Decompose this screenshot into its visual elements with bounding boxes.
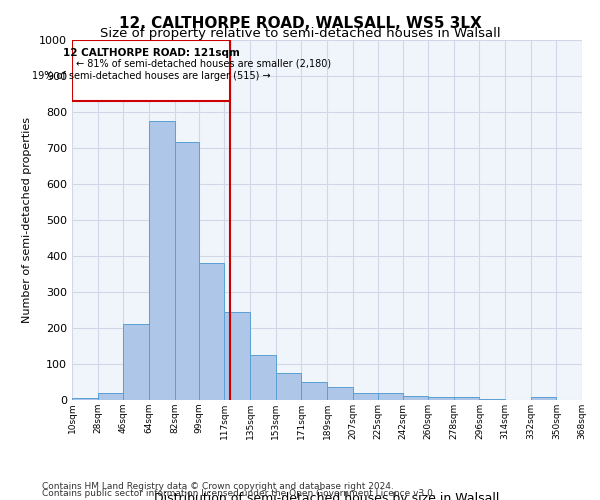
Bar xyxy=(72,40,230,101)
Y-axis label: Number of semi-detached properties: Number of semi-detached properties xyxy=(22,117,32,323)
Bar xyxy=(123,324,149,400)
Bar xyxy=(301,382,327,400)
Bar xyxy=(149,121,175,400)
Bar xyxy=(98,393,123,400)
Bar xyxy=(479,399,505,400)
Text: 12 CALTHORPE ROAD: 121sqm: 12 CALTHORPE ROAD: 121sqm xyxy=(62,48,239,58)
Bar xyxy=(531,398,556,400)
Bar xyxy=(428,397,454,400)
Bar xyxy=(378,393,403,400)
X-axis label: Distribution of semi-detached houses by size in Walsall: Distribution of semi-detached houses by … xyxy=(154,492,500,500)
Text: Size of property relative to semi-detached houses in Walsall: Size of property relative to semi-detach… xyxy=(100,26,500,40)
Text: Contains public sector information licensed under the Open Government Licence v3: Contains public sector information licen… xyxy=(42,489,436,498)
Bar xyxy=(327,388,353,400)
Bar xyxy=(72,398,98,400)
Bar xyxy=(250,355,276,400)
Bar xyxy=(199,263,224,400)
Text: Contains HM Land Registry data © Crown copyright and database right 2024.: Contains HM Land Registry data © Crown c… xyxy=(42,482,394,491)
Bar xyxy=(224,312,250,400)
Text: 12, CALTHORPE ROAD, WALSALL, WS5 3LX: 12, CALTHORPE ROAD, WALSALL, WS5 3LX xyxy=(119,16,481,32)
Bar xyxy=(353,393,378,400)
Bar xyxy=(454,398,479,400)
Bar xyxy=(175,142,199,400)
Text: 19% of semi-detached houses are larger (515) →: 19% of semi-detached houses are larger (… xyxy=(32,70,271,81)
Text: ← 81% of semi-detached houses are smaller (2,180): ← 81% of semi-detached houses are smalle… xyxy=(76,58,331,68)
Bar xyxy=(403,396,428,400)
Bar xyxy=(276,373,301,400)
